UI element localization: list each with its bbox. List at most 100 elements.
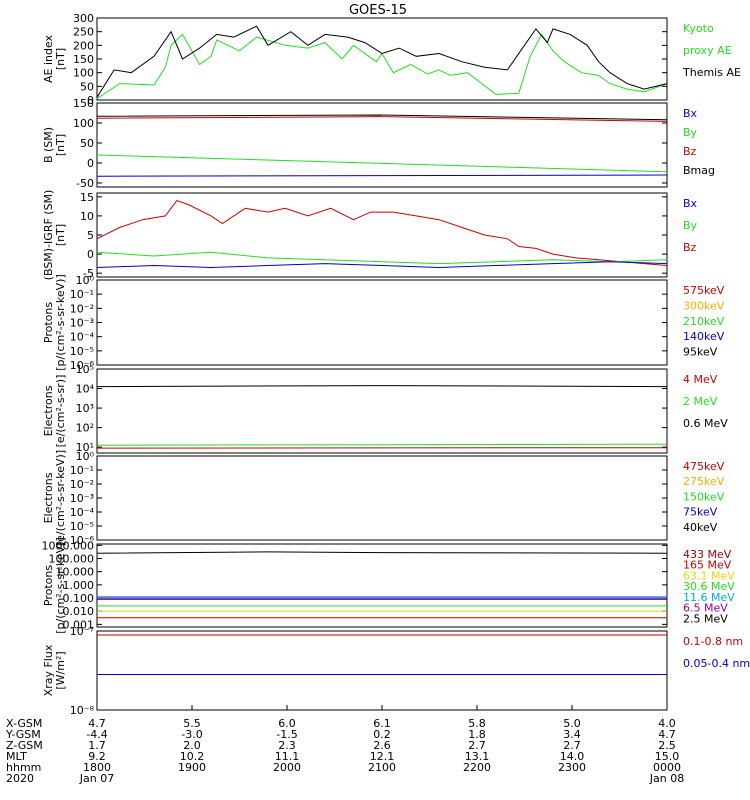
legend-entry: 95keV [683,346,718,359]
ytick-label: 10⁴ [76,383,95,396]
panel-protons_mev: 0.0010.0100.1001.00010.000100.0001000.00… [42,537,736,634]
ytick-label: 1.000 [63,579,95,592]
ytick-label: 50 [80,137,94,150]
series-line [96,33,668,100]
legend-entry: proxy AE [683,44,732,57]
x-row-label: Z-GSM [6,739,43,752]
x-tick-value: 2.3 [278,739,296,752]
ytick-label: 10⁻¹ [70,288,94,301]
legend-entry: 575keV [683,284,725,297]
x-tick-value: 2.7 [563,739,581,752]
ytick-label: 10⁰ [76,274,95,287]
x-axis-labels: X-GSMY-GSMZ-GSMMLThhmm20204.7-4.41.79.21… [5,705,684,785]
x-row-label: hhmm [6,761,41,774]
x-tick-value: 1800 [83,761,111,774]
ytick-label: 15 [80,191,94,204]
ytick-label: 150 [73,53,94,66]
ytick-label: 50 [80,80,94,93]
legend-entry: 30.6 MeV [683,580,735,593]
legend-entry: 6.5 MeV [683,602,728,615]
panel-frame [96,368,668,454]
x-tick-value: 1.8 [468,728,486,741]
x-tick-value: -3.0 [181,728,202,741]
y-axis-label: AE index [42,34,55,83]
legend-entry: 4 MeV [683,373,718,386]
ytick-label: -5 [83,267,94,280]
series-line [96,116,668,122]
legend-entry: 63.1 MeV [683,569,735,582]
legend-entry: 2.5 MeV [683,612,728,625]
legend-entry: 40keV [683,521,718,534]
chart-title: GOES-15 [349,3,407,18]
x-tick-value: 14.0 [560,750,585,763]
x-tick-value: 2.5 [658,739,676,752]
ytick-label: 100 [73,117,94,130]
ytick-label: 10.000 [56,566,95,579]
ytick-label: 5 [87,229,94,242]
series-line [96,25,668,98]
ytick-label: 10² [76,422,94,435]
ytick-label: 10⁻⁷ [70,625,94,638]
ytick-label: 10⁵ [76,363,94,376]
panel-electrons_mev: 10¹ 10² 10³ 10⁴ 10⁵ Electrons [e/(cm²-s-sr)] 4 … [42,363,728,454]
y-axis-label: Electrons [42,385,55,436]
x-tick-value: 4.0 [658,717,676,730]
series-line [96,551,668,554]
legend-entry: 433 MeV [683,548,732,561]
x-tick-value: 2200 [463,761,491,774]
series-line [96,443,668,446]
x-tick-value: -4.4 [86,728,107,741]
ytick-label: 300 [73,12,94,25]
ytick-label: 10⁻² [70,302,94,315]
y-axis-label: [e/(cm²-s-sr)] [54,375,67,448]
ytick-label: -50 [76,177,94,190]
y-axis-label: [W/m²] [54,651,67,689]
legend-entry: 0.6 MeV [683,417,728,430]
panel-bsm: -50 0 50 100 150 B (SM) [nT] Bx By Bz Bmag [42,97,715,190]
x-row-label: 2020 [6,772,34,785]
x-tick-value: 12.1 [370,750,395,763]
x-tick-value: 1.7 [88,739,106,752]
legend-entry: 2 MeV [683,395,718,408]
x-tick-value: 9.2 [88,750,106,763]
x-tick-value: 5.8 [468,717,486,730]
series-line [96,251,668,265]
y-axis-label: (BSM)-IGRF (SM) [42,190,55,281]
legend-entry: By [683,126,698,139]
legend-entry: 150keV [683,490,725,503]
ytick-label: 10⁻⁶ [70,359,95,372]
x-tick-value: Jan 07 [79,772,114,785]
panel-frame [96,455,668,541]
ytick-label: 10⁻⁴ [70,331,95,344]
y-axis-label: [nT] [54,48,67,70]
y-axis-label: [nT] [54,224,67,246]
ytick-label: 0.001 [63,618,95,631]
ytick-label: 10⁰ [76,450,95,463]
ytick-label: 10⁻⁸ [70,704,95,717]
ytick-label: 10⁻⁵ [70,520,94,533]
legend-entry: 0.1-0.8 nm [683,635,743,648]
x-tick-value: 0.2 [373,728,391,741]
x-tick-value: 5.5 [183,717,201,730]
ytick-label: 10⁻³ [70,317,94,330]
panel-frame [96,192,668,278]
x-tick-value: 10.2 [180,750,205,763]
ytick-label: 100 [73,67,94,80]
y-axis-label: Protons [42,302,55,343]
ytick-label: 10⁻¹ [70,464,94,477]
legend-entry: Bx [683,197,698,210]
x-tick-value: 2100 [368,761,396,774]
y-axis-label: [nT] [54,134,67,156]
ytick-label: 0 [87,94,94,107]
panel-bigrf: -5 0 5 10 15 (BSM)-IGRF (SM) [nT] Bx By Bz [42,190,698,281]
series-line [96,154,668,173]
legend-entry: By [683,219,698,232]
x-tick-value: 11.1 [275,750,300,763]
x-tick-value: 5.0 [563,717,581,730]
x-tick-value: 2.0 [183,739,201,752]
series-line [96,261,668,269]
ytick-label: 250 [73,26,94,39]
panel-frame [96,279,668,366]
x-tick-value: 4.7 [88,717,106,730]
